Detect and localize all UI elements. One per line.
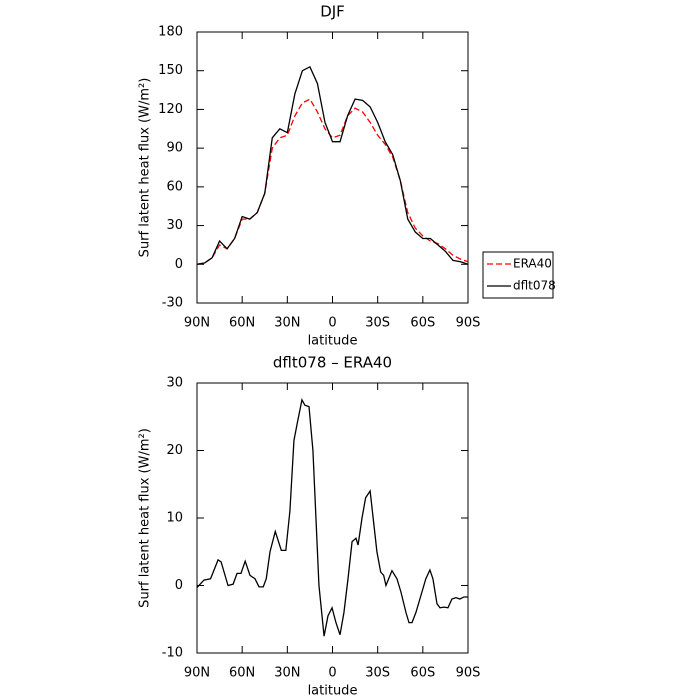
x-tick-label: 60S	[410, 666, 435, 681]
y-tick-label: 0	[175, 578, 183, 593]
data-line	[196, 398, 468, 637]
y-tick-label: 30	[166, 218, 183, 233]
x-axis-label: latitude	[308, 334, 358, 349]
y-tick-label: 90	[166, 141, 183, 156]
x-tick-label: 60S	[410, 316, 435, 331]
x-tick-label: 90N	[184, 316, 210, 331]
chart-title: dflt078 – ERA40	[273, 354, 392, 372]
legend-label: ERA40	[513, 257, 552, 271]
x-tick-label: 30S	[365, 316, 390, 331]
x-tick-label: 0	[328, 316, 336, 331]
legend-box	[482, 251, 554, 299]
x-tick-label: 30N	[274, 316, 300, 331]
x-tick-label: 90N	[184, 666, 210, 681]
y-tick-label: 150	[158, 63, 183, 78]
x-axis-label: latitude	[308, 684, 358, 699]
x-tick-label: 90S	[456, 316, 481, 331]
x-tick-label: 30N	[274, 666, 300, 681]
legend-label: dflt078	[513, 279, 556, 293]
y-tick-label: -30	[162, 296, 183, 311]
x-tick-label: 30S	[365, 666, 390, 681]
y-tick-label: 30	[166, 376, 183, 391]
x-tick-label: 60N	[229, 316, 255, 331]
plot-frame	[196, 382, 469, 654]
y-tick-label: -10	[162, 646, 183, 661]
y-tick-label: 20	[166, 443, 183, 458]
x-tick-label: 90S	[456, 666, 481, 681]
x-tick-label: 0	[328, 666, 336, 681]
y-tick-label: 60	[166, 179, 183, 194]
chart-title: DJF	[320, 3, 345, 21]
y-tick-label: 180	[158, 25, 183, 40]
x-tick-label: 60N	[229, 666, 255, 681]
y-tick-label: 0	[175, 257, 183, 272]
y-tick-label: 120	[158, 102, 183, 117]
data-line	[196, 98, 469, 265]
y-axis-label: Surf latent heat flux (W/m²)	[138, 428, 153, 608]
y-tick-label: 10	[166, 511, 183, 526]
plot-frame	[196, 31, 469, 304]
y-axis-label: Surf latent heat flux (W/m²)	[138, 78, 153, 258]
data-line	[196, 65, 469, 265]
